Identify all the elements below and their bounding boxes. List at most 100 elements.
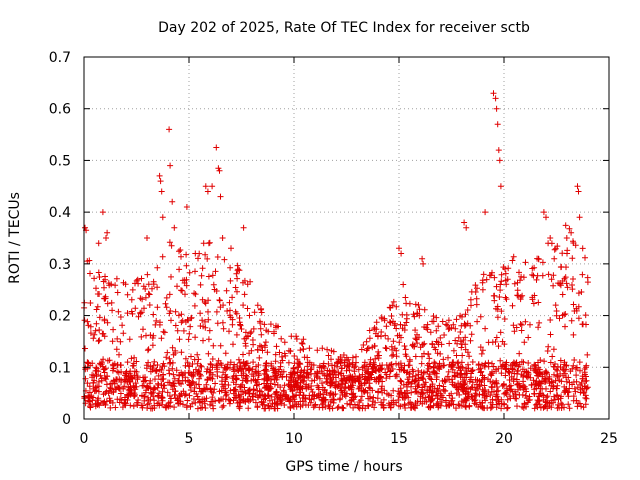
roti-point: [138, 333, 145, 340]
roti-point: [388, 313, 395, 319]
roti-point: [419, 391, 426, 398]
roti-point: [231, 394, 238, 401]
roti-point: [406, 300, 413, 307]
roti-point: [375, 388, 381, 395]
roti-point: [525, 397, 532, 404]
roti-point: [223, 287, 230, 294]
roti-point: [559, 312, 566, 319]
roti-point: [239, 381, 246, 388]
roti-point: [124, 310, 131, 317]
roti-outlier-point: [396, 245, 402, 252]
roti-point: [541, 358, 548, 365]
roti-point: [234, 288, 240, 295]
roti-point: [296, 392, 303, 399]
roti-point: [153, 317, 160, 324]
roti-point: [335, 369, 342, 376]
roti-point: [584, 274, 591, 281]
roti-point: [506, 369, 513, 376]
roti-point: [252, 399, 259, 406]
roti-point: [268, 393, 275, 400]
roti-point: [240, 397, 247, 404]
roti-point: [573, 372, 580, 379]
roti-point: [166, 239, 173, 246]
roti-point: [197, 310, 204, 317]
roti-point: [536, 319, 543, 326]
roti-outlier-point: [463, 224, 470, 231]
roti-outlier-point: [157, 178, 164, 185]
y-tick-label: 0.7: [49, 50, 71, 66]
roti-point: [579, 321, 586, 328]
roti-point: [472, 282, 479, 289]
roti-point: [184, 359, 191, 366]
roti-point: [261, 405, 268, 412]
roti-point: [223, 374, 229, 381]
roti-point: [563, 235, 570, 241]
roti-point: [462, 390, 469, 397]
roti-point: [253, 382, 260, 389]
roti-point: [231, 361, 238, 368]
roti-point: [551, 246, 558, 253]
roti-point: [393, 360, 399, 367]
x-tick-label: 20: [495, 431, 513, 447]
roti-point: [551, 371, 557, 378]
roti-point: [453, 352, 460, 359]
roti-point: [409, 366, 416, 373]
roti-point: [577, 367, 583, 374]
roti-outlier-point: [156, 172, 163, 179]
roti-point: [132, 380, 139, 387]
roti-point: [95, 383, 102, 390]
roti-point: [411, 313, 418, 320]
roti-point: [503, 391, 510, 398]
roti-point: [140, 374, 147, 381]
roti-point: [416, 306, 423, 313]
roti-point: [103, 398, 110, 405]
roti-point: [495, 343, 502, 350]
roti-point: [324, 346, 331, 353]
roti-point: [219, 319, 226, 326]
roti-point: [202, 318, 208, 325]
roti-point: [446, 340, 453, 347]
roti-point: [457, 367, 464, 374]
roti-point: [577, 389, 584, 396]
roti-point: [480, 388, 487, 395]
roti-point: [93, 285, 99, 292]
roti-outlier-point: [103, 235, 109, 241]
roti-outlier-point: [99, 209, 106, 216]
roti-point: [570, 301, 577, 308]
roti-point: [237, 322, 244, 329]
roti-point: [226, 299, 233, 306]
roti-point: [164, 389, 171, 396]
roti-point: [445, 354, 451, 361]
roti-point: [431, 385, 438, 392]
roti-point: [149, 285, 155, 292]
roti-point: [431, 359, 438, 366]
roti-point: [144, 401, 151, 408]
roti-point: [240, 302, 247, 309]
roti-point: [473, 401, 480, 408]
roti-point: [93, 320, 100, 327]
roti-point: [505, 265, 512, 272]
roti-point: [176, 248, 182, 255]
roti-point: [182, 355, 189, 362]
chart-title: Day 202 of 2025, Rate Of TEC Index for r…: [158, 20, 530, 36]
roti-point: [465, 393, 472, 400]
roti-point: [379, 362, 386, 369]
roti-point: [165, 379, 171, 386]
roti-point: [325, 352, 332, 359]
roti-point: [422, 379, 429, 386]
roti-point: [214, 254, 221, 260]
roti-point: [267, 321, 274, 328]
roti-point: [256, 318, 263, 325]
roti-point: [93, 373, 100, 380]
roti-point: [539, 272, 546, 279]
roti-point: [474, 318, 481, 325]
roti-point: [118, 397, 125, 404]
roti-point: [172, 322, 179, 329]
roti-point: [425, 350, 432, 357]
roti-point: [449, 395, 456, 402]
roti-point: [514, 287, 521, 294]
roti-point: [159, 363, 166, 370]
roti-point: [450, 401, 457, 408]
roti-outlier-point: [482, 209, 489, 216]
roti-point: [220, 325, 227, 332]
